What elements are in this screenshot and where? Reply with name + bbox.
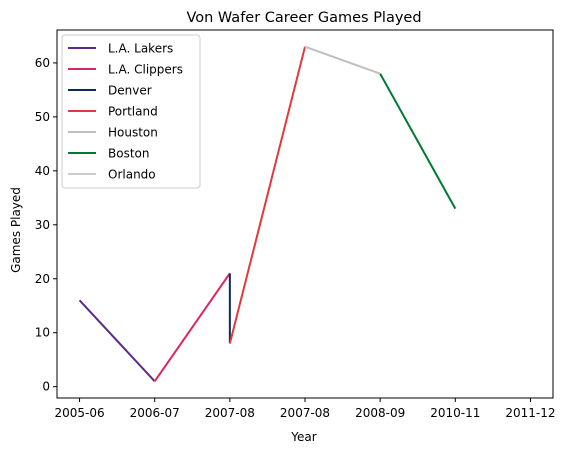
x-tick-label: 2010-11 [430,406,480,420]
y-tick-label: 20 [35,272,50,286]
y-tick-label: 10 [35,326,50,340]
legend-label: Orlando [108,168,156,182]
legend-label: L.A. Clippers [108,63,183,77]
x-axis-label: Year [290,430,316,444]
legend-label: Portland [108,105,158,119]
x-tick-label: 2007-08 [205,406,255,420]
legend-label: Denver [108,84,152,98]
x-tick-label: 2011-12 [505,406,555,420]
legend-label: L.A. Lakers [108,42,173,56]
y-axis: 0 10 20 30 40 50 60 [35,56,57,394]
y-tick-label: 60 [35,56,50,70]
legend-label: Boston [108,147,149,161]
x-axis: 2005-06 2006-07 2007-08 2007-08 2008-09 2010-… [54,398,556,420]
series-line [228,46,306,344]
y-tick-label: 50 [35,110,50,124]
y-tick-label: 0 [42,380,50,394]
chart-title: Von Wafer Career Games Played [186,10,421,26]
legend: L.A. Lakers L.A. Clippers Denver Portland Ho… [61,34,201,189]
series-line [304,45,381,75]
legend-label: Houston [108,126,158,140]
x-tick-label: 2008-09 [355,406,405,420]
y-axis-label: Games Played [9,187,23,273]
legend-box [61,34,201,189]
series-line [153,272,231,382]
series-line [379,73,457,210]
x-tick-label: 2006-07 [130,406,180,420]
x-tick-label: 2005-06 [54,406,104,420]
y-tick-label: 40 [35,164,50,178]
y-tick-label: 30 [35,218,50,232]
x-tick-label: 2007-08 [280,406,330,420]
series-line [78,299,156,382]
series-lines [78,45,457,382]
